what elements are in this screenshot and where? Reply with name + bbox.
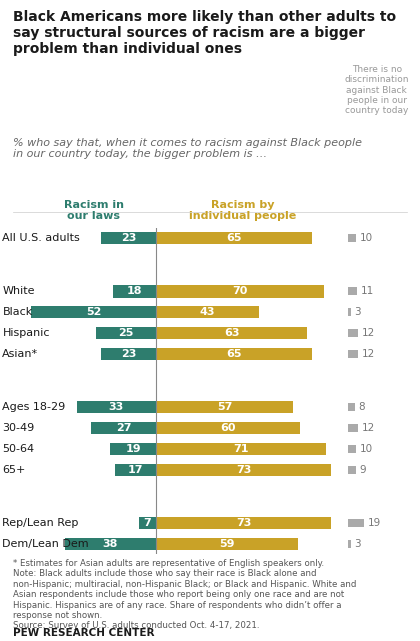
Text: Black: Black [3, 307, 33, 317]
Text: 52: 52 [86, 307, 101, 317]
Text: Dem/Lean Dem: Dem/Lean Dem [3, 539, 89, 549]
Text: 65: 65 [226, 349, 242, 359]
Bar [348, 234, 357, 242]
Text: 11: 11 [361, 287, 374, 296]
Text: 9: 9 [359, 465, 366, 475]
Text: 38: 38 [103, 539, 118, 549]
Text: 7: 7 [144, 518, 152, 528]
Text: Racism by
individual people: Racism by individual people [189, 199, 296, 221]
Text: 3: 3 [354, 307, 361, 317]
Text: Ages 18-29: Ages 18-29 [3, 402, 66, 412]
Text: 3: 3 [354, 539, 361, 549]
Bar [156, 422, 300, 435]
Text: 17: 17 [128, 465, 143, 475]
Bar [348, 466, 356, 474]
Bar [65, 538, 156, 550]
Text: 65: 65 [226, 233, 242, 243]
Bar [91, 422, 156, 435]
Text: 71: 71 [234, 444, 249, 454]
Text: 73: 73 [236, 465, 251, 475]
Text: 57: 57 [217, 402, 232, 412]
Text: 18: 18 [127, 287, 142, 296]
Text: 73: 73 [236, 518, 251, 528]
Bar [31, 306, 156, 319]
Text: 70: 70 [232, 287, 248, 296]
Bar [101, 232, 156, 244]
Bar [348, 519, 364, 527]
Text: 10: 10 [360, 444, 373, 454]
Bar [348, 350, 358, 358]
Bar [156, 327, 307, 339]
Text: 8: 8 [358, 402, 365, 412]
Text: % who say that, when it comes to racism against Black people
in our country toda: % who say that, when it comes to racism … [13, 138, 362, 160]
Text: 60: 60 [220, 423, 236, 433]
Bar [348, 329, 358, 337]
Text: 19: 19 [126, 444, 141, 454]
Bar [96, 327, 156, 339]
Bar [113, 285, 156, 297]
Text: 63: 63 [224, 328, 239, 338]
Bar [156, 401, 293, 413]
Text: * Estimates for Asian adults are representative of English speakers only.
Note: : * Estimates for Asian adults are represe… [13, 559, 356, 630]
Text: 27: 27 [116, 423, 131, 433]
Bar [156, 306, 259, 319]
Bar [156, 443, 326, 455]
Text: 23: 23 [121, 349, 136, 359]
Bar [156, 517, 331, 529]
Text: 59: 59 [219, 539, 234, 549]
Text: All U.S. adults: All U.S. adults [3, 233, 80, 243]
Text: Asian*: Asian* [3, 349, 39, 359]
Text: 10: 10 [360, 233, 373, 243]
Bar [110, 443, 156, 455]
Bar [156, 285, 324, 297]
Text: 33: 33 [109, 402, 124, 412]
Text: 12: 12 [362, 423, 375, 433]
Text: 23: 23 [121, 233, 136, 243]
Text: There is no
discrimination
against Black
people in our
country today: There is no discrimination against Black… [344, 65, 409, 115]
Bar [77, 401, 156, 413]
Bar [115, 463, 156, 476]
Text: 50-64: 50-64 [3, 444, 34, 454]
Text: 19: 19 [368, 518, 381, 528]
Bar [101, 347, 156, 360]
Text: Black Americans more likely than other adults to
say structural sources of racis: Black Americans more likely than other a… [13, 10, 396, 56]
Text: Hispanic: Hispanic [3, 328, 50, 338]
Text: 30-49: 30-49 [3, 423, 35, 433]
Bar [156, 347, 312, 360]
Bar [348, 308, 351, 316]
Text: Rep/Lean Rep: Rep/Lean Rep [3, 518, 79, 528]
Text: 12: 12 [362, 349, 375, 359]
Bar [139, 517, 156, 529]
Bar [156, 538, 298, 550]
Bar [348, 445, 357, 453]
Bar [348, 403, 355, 412]
Text: 43: 43 [200, 307, 215, 317]
Text: White: White [3, 287, 35, 296]
Text: 65+: 65+ [3, 465, 26, 475]
Text: Racism in
our laws: Racism in our laws [63, 199, 123, 221]
Bar [348, 287, 357, 296]
Bar [348, 540, 351, 548]
Text: 12: 12 [362, 328, 375, 338]
Text: PEW RESEARCH CENTER: PEW RESEARCH CENTER [13, 628, 154, 638]
Text: 25: 25 [118, 328, 134, 338]
Bar [156, 232, 312, 244]
Bar [348, 424, 358, 432]
Bar [156, 463, 331, 476]
